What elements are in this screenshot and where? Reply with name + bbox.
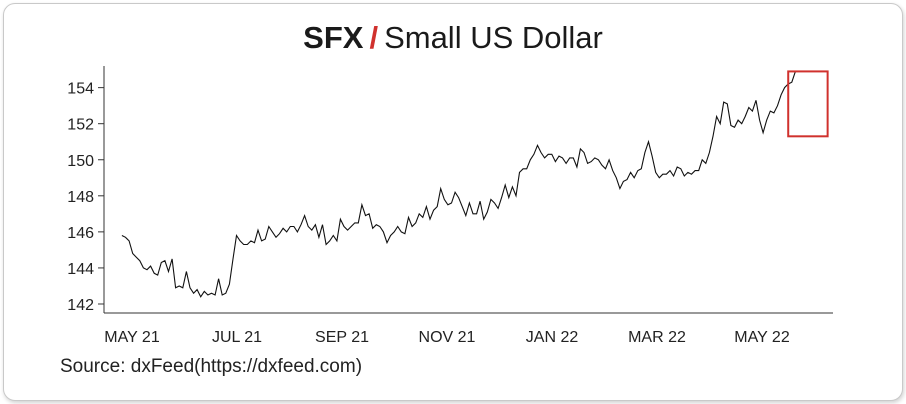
highlight-box	[787, 70, 829, 138]
y-tick-group: 142 144 146 148 150 152 154	[67, 81, 104, 314]
y-tick-label: 150	[67, 153, 94, 170]
y-tick-label: 152	[67, 117, 94, 134]
chart-title-name: Small US Dollar	[384, 20, 603, 55]
chart-title: SFX / Small US Dollar	[0, 20, 906, 56]
y-tick-label: 146	[67, 225, 94, 242]
chart-title-separator: /	[369, 20, 379, 55]
x-tick-label: JUL 21	[212, 329, 262, 346]
source-note: Source: dxFeed(https://dxfeed.com)	[60, 356, 363, 377]
y-tick-label: 148	[67, 189, 94, 206]
y-tick-label: 144	[67, 261, 94, 278]
x-tick-label: MAY 22	[734, 329, 790, 346]
x-tick-label: SEP 21	[315, 329, 369, 346]
series-line	[121, 71, 796, 298]
y-tick-label: 154	[67, 81, 94, 98]
x-tick-group: MAY 21 JUL 21 SEP 21 NOV 21 JAN 22 MAR 22 MAY …	[104, 329, 790, 346]
x-tick-label: JAN 22	[526, 329, 579, 346]
x-tick-label: MAR 22	[628, 329, 686, 346]
chart-card	[3, 3, 903, 401]
x-tick-label: MAY 21	[104, 329, 160, 346]
chart-title-symbol: SFX	[303, 20, 364, 55]
y-tick-label: 142	[67, 297, 94, 314]
x-tick-label: NOV 21	[419, 329, 476, 346]
